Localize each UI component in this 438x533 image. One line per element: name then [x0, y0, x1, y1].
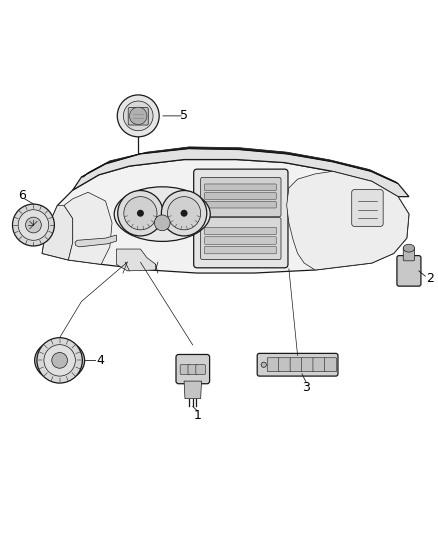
Circle shape	[52, 352, 67, 368]
Circle shape	[154, 215, 170, 231]
Text: 2: 2	[426, 272, 434, 285]
Polygon shape	[64, 192, 112, 264]
FancyBboxPatch shape	[290, 358, 302, 372]
FancyBboxPatch shape	[267, 358, 279, 372]
FancyBboxPatch shape	[205, 246, 276, 254]
Circle shape	[12, 204, 54, 246]
Text: 6: 6	[18, 189, 25, 202]
FancyBboxPatch shape	[205, 201, 276, 208]
FancyBboxPatch shape	[397, 256, 421, 286]
Ellipse shape	[35, 340, 85, 381]
Text: 3: 3	[302, 381, 310, 393]
Circle shape	[180, 210, 187, 217]
Polygon shape	[184, 381, 201, 399]
Circle shape	[124, 197, 157, 230]
Polygon shape	[75, 235, 117, 247]
Circle shape	[329, 362, 334, 367]
Polygon shape	[81, 147, 398, 183]
FancyBboxPatch shape	[352, 190, 383, 227]
FancyBboxPatch shape	[325, 358, 337, 372]
Polygon shape	[117, 249, 155, 271]
Circle shape	[37, 338, 82, 383]
Text: 5: 5	[180, 109, 188, 123]
FancyBboxPatch shape	[196, 365, 205, 374]
Circle shape	[118, 190, 163, 236]
FancyBboxPatch shape	[403, 247, 415, 261]
FancyBboxPatch shape	[301, 358, 314, 372]
Polygon shape	[73, 149, 409, 197]
Circle shape	[18, 210, 49, 240]
FancyBboxPatch shape	[188, 365, 198, 374]
Circle shape	[137, 210, 144, 217]
Circle shape	[25, 217, 41, 233]
FancyBboxPatch shape	[176, 354, 210, 384]
Ellipse shape	[403, 244, 415, 252]
Polygon shape	[42, 205, 73, 260]
FancyBboxPatch shape	[257, 353, 338, 376]
FancyBboxPatch shape	[205, 227, 276, 235]
Circle shape	[161, 190, 207, 236]
Circle shape	[44, 345, 75, 376]
Ellipse shape	[114, 187, 210, 241]
Polygon shape	[287, 171, 409, 270]
FancyBboxPatch shape	[205, 193, 276, 199]
FancyBboxPatch shape	[201, 177, 281, 217]
FancyBboxPatch shape	[313, 358, 325, 372]
FancyBboxPatch shape	[128, 108, 148, 125]
Circle shape	[167, 197, 201, 230]
FancyBboxPatch shape	[205, 184, 276, 190]
Circle shape	[261, 362, 266, 367]
FancyBboxPatch shape	[279, 358, 291, 372]
FancyBboxPatch shape	[180, 365, 190, 374]
Polygon shape	[42, 159, 409, 273]
Circle shape	[124, 101, 153, 131]
Circle shape	[130, 107, 147, 125]
FancyBboxPatch shape	[205, 237, 276, 244]
FancyBboxPatch shape	[194, 169, 288, 268]
Circle shape	[117, 95, 159, 137]
Text: 1: 1	[193, 409, 201, 422]
Text: 4: 4	[96, 354, 104, 367]
FancyBboxPatch shape	[201, 217, 281, 260]
